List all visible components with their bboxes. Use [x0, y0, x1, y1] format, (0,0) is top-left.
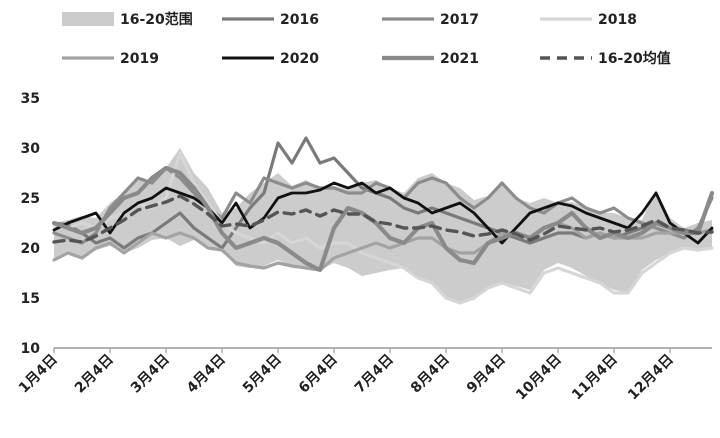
- legend-item: 16-20均值: [540, 50, 671, 67]
- x-tick-label: 11月4日: [569, 352, 621, 404]
- legend-swatch: [62, 12, 114, 26]
- series-line-6: [52, 194, 714, 244]
- y-tick-label: 35: [21, 91, 40, 107]
- legend-item: 2016: [222, 12, 319, 28]
- legend-label: 2016: [280, 12, 319, 28]
- legend-label: 2018: [598, 12, 637, 28]
- legend-item: 2021: [382, 51, 479, 67]
- y-axis: 10 15 20 25 30 35: [21, 91, 41, 357]
- legend-label: 2021: [440, 51, 479, 67]
- legend-label: 2019: [120, 51, 159, 67]
- x-tick-label: 4月4日: [184, 352, 229, 397]
- x-tick-label: 10月4日: [513, 352, 565, 404]
- legend-item: 16-20范围: [62, 11, 193, 28]
- legend-label: 2020: [280, 51, 319, 67]
- legend-item: 2017: [382, 12, 479, 28]
- series-line-5: [51, 165, 715, 273]
- y-tick-label: 25: [21, 191, 40, 207]
- series-line-3: [52, 221, 714, 272]
- x-tick-label: 1月4日: [16, 352, 61, 397]
- y-tick-label: 15: [21, 291, 40, 307]
- legend-label: 16-20均值: [598, 50, 671, 67]
- x-tick-label: 2月4日: [72, 352, 117, 397]
- legend-item: 2018: [540, 12, 637, 28]
- series-line-2: [52, 151, 714, 305]
- y-tick-label: 30: [21, 141, 41, 157]
- x-tick-label: 5月4日: [240, 352, 285, 397]
- x-tick-label: 9月4日: [464, 352, 509, 397]
- x-tick-label: 6月4日: [296, 352, 341, 397]
- series-lines: [51, 136, 715, 305]
- plot-area: [51, 136, 715, 305]
- y-tick-label: 20: [21, 241, 41, 257]
- legend-item: 2019: [62, 51, 159, 67]
- legend: 16-20范围 2016 2017 2018 2019 2020 2021 16-20均值: [62, 11, 671, 67]
- x-axis: 1月4日 2月4日 3月4日 4月4日 5月4日 6月4日 7月4日 8月4日 9月4日 10月4…: [16, 347, 712, 404]
- x-tick-label: 7月4日: [352, 352, 397, 397]
- x-tick-label: 3月4日: [128, 352, 173, 397]
- y-tick-label: 10: [21, 341, 41, 357]
- legend-label: 2017: [440, 12, 479, 28]
- x-tick-label: 12月4日: [625, 352, 677, 404]
- range-area: [54, 148, 712, 303]
- legend-label: 16-20范围: [120, 11, 193, 28]
- legend-item: 2020: [222, 51, 319, 67]
- series-line-4: [52, 181, 714, 245]
- x-tick-label: 8月4日: [408, 352, 453, 397]
